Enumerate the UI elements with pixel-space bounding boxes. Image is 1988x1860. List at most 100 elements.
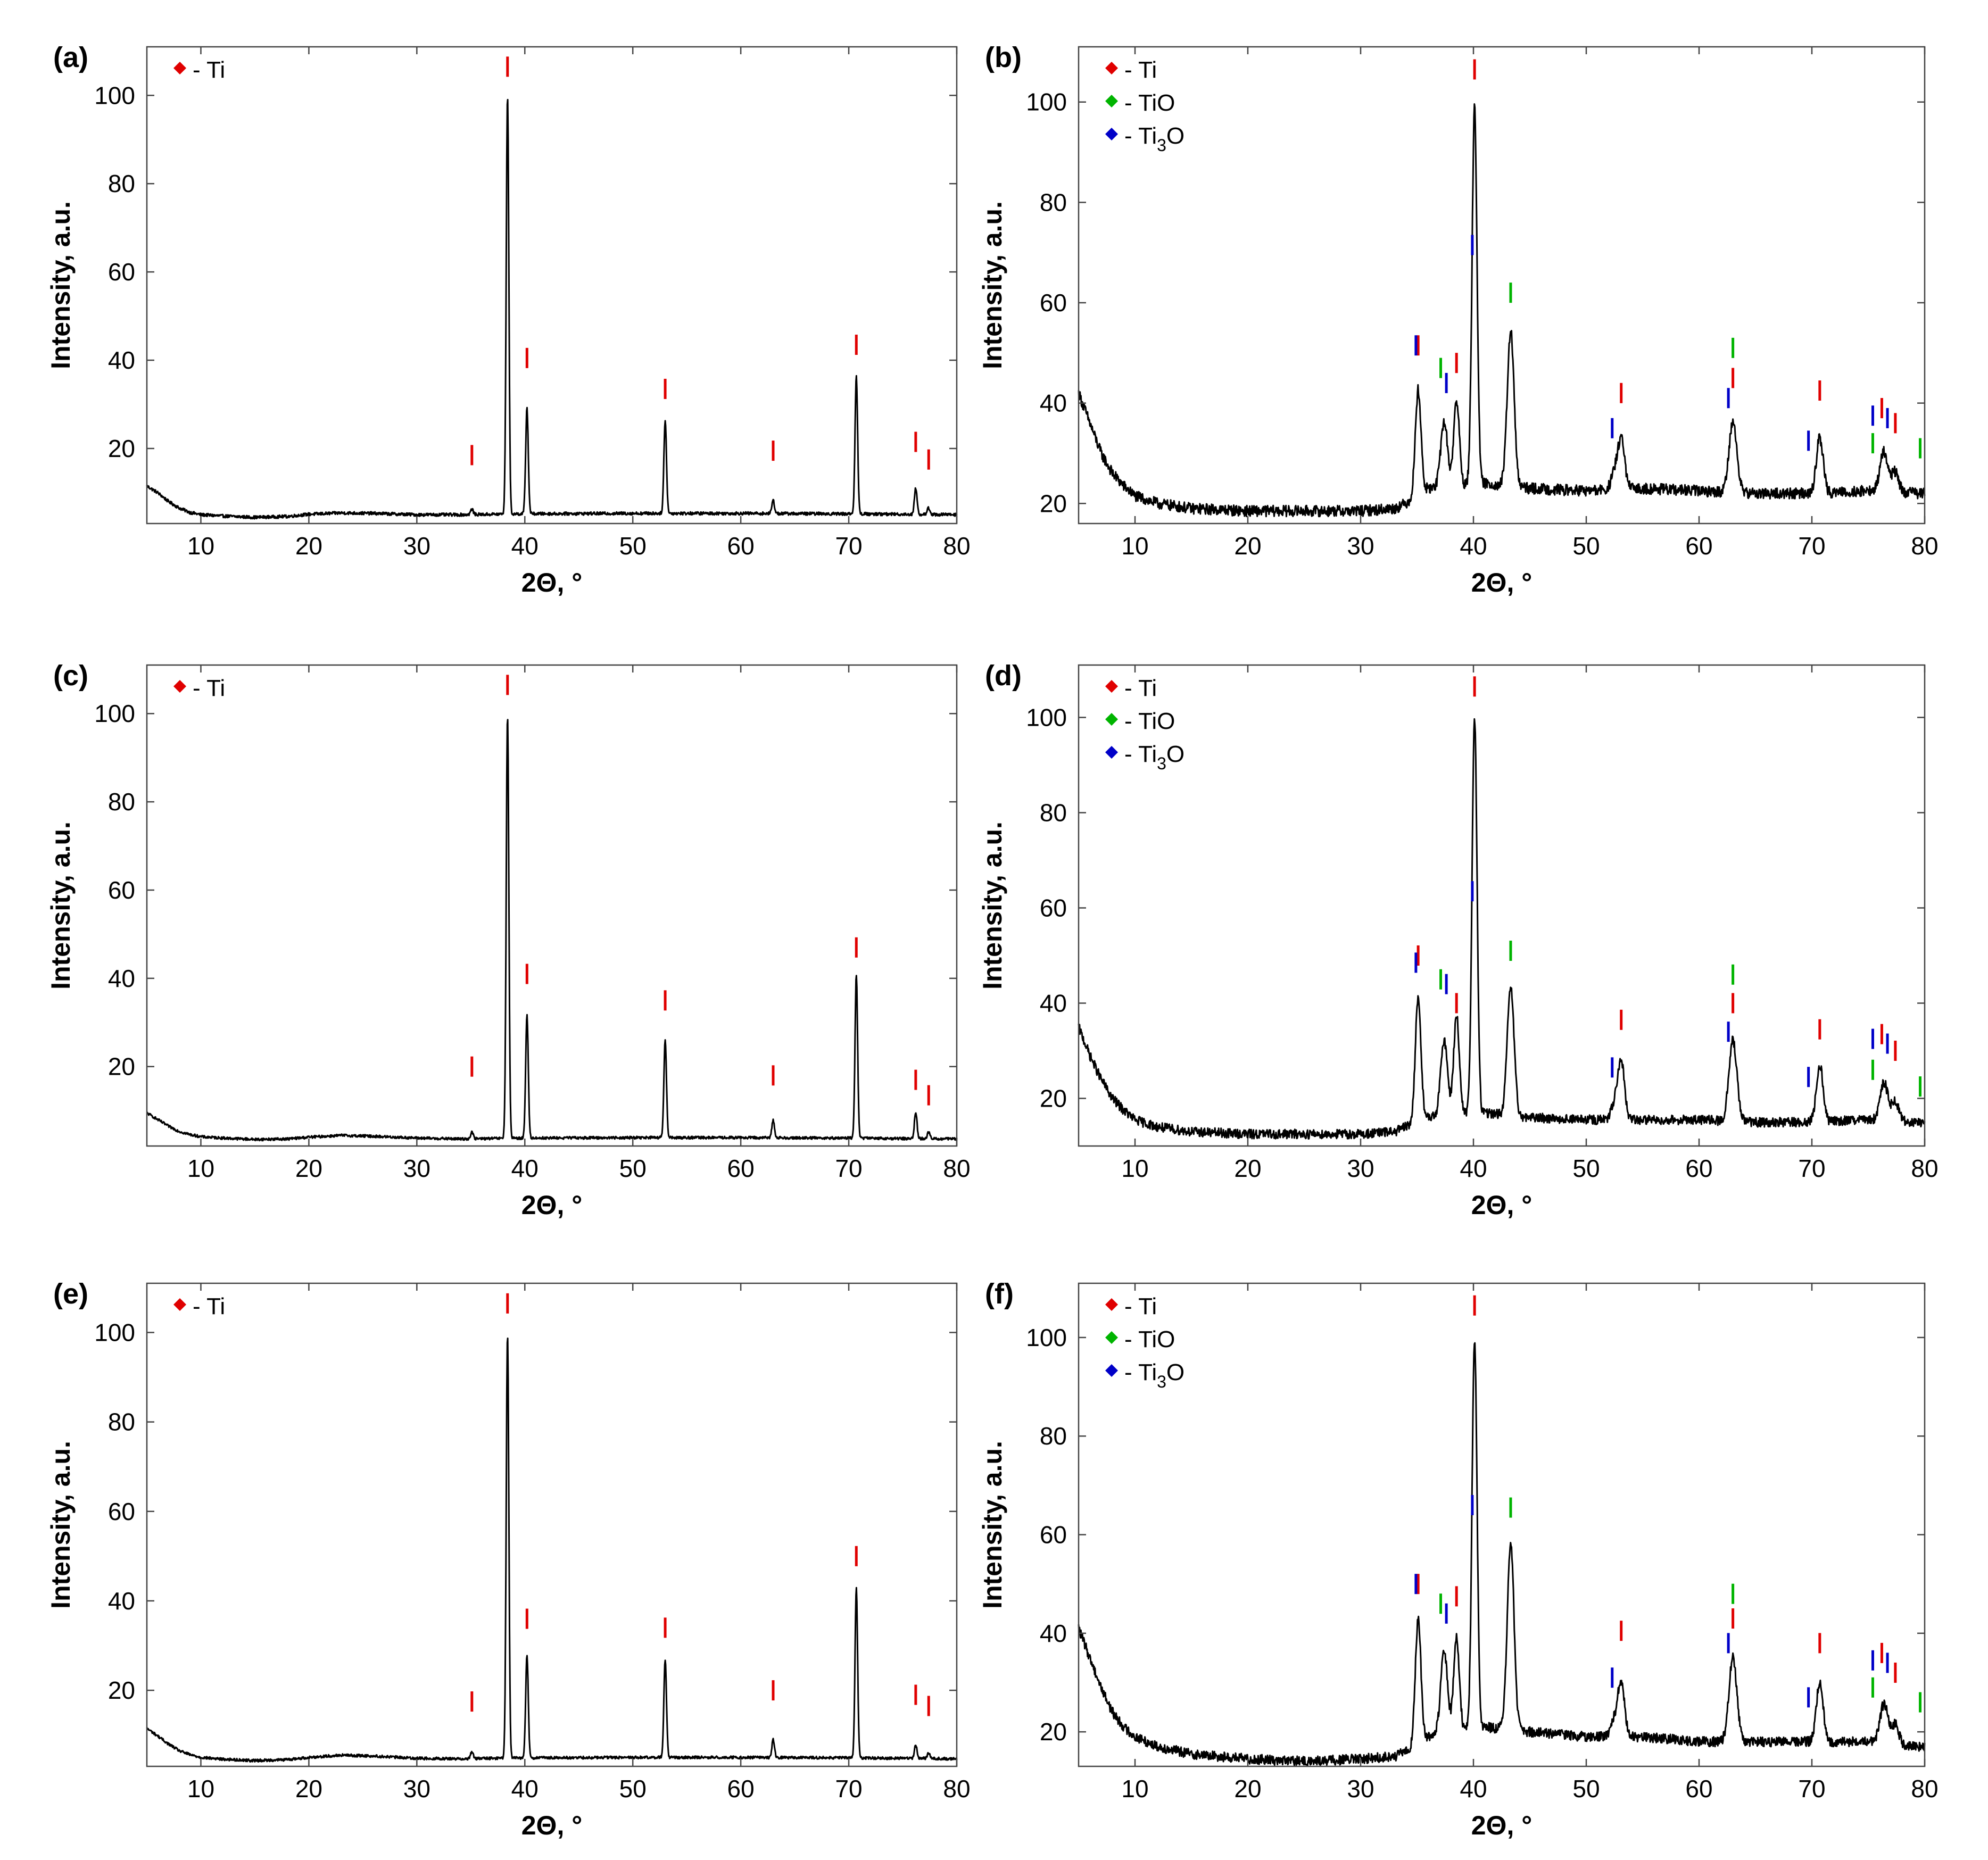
x-tick-label: 10 xyxy=(187,1155,214,1182)
panel-a: (a) 10 20 30 40 50 60 70 80 20 40 60 80 100 2Θ, ° Inten… xyxy=(46,41,971,597)
plot-frame xyxy=(1078,664,1926,1147)
y-axis-title: Intensity, a.u. xyxy=(46,821,76,990)
x-tick-label: 30 xyxy=(403,1775,430,1803)
x-tick-label: 50 xyxy=(1572,532,1600,560)
xrd-pattern-line xyxy=(1078,718,1926,1140)
plot-frame xyxy=(146,1282,958,1767)
legend-label: - TiO xyxy=(1124,1326,1175,1352)
legend-item-ti3o: - Ti3O xyxy=(1105,741,1184,773)
xrd-pattern-line xyxy=(146,98,958,520)
x-tick-label: 50 xyxy=(619,1155,647,1182)
y-tick-label: 100 xyxy=(94,700,135,727)
y-tick-label: 80 xyxy=(108,788,135,816)
x-tick-label: 80 xyxy=(943,1155,970,1182)
legend-diamond-icon xyxy=(1105,1298,1118,1311)
y-tick-label: 100 xyxy=(1026,88,1067,116)
x-tick-label: 40 xyxy=(511,1155,539,1182)
x-tick-label: 20 xyxy=(1234,532,1261,560)
x-axis-title: 2Θ, ° xyxy=(521,1190,582,1220)
x-tick-label: 50 xyxy=(1572,1775,1600,1803)
legend-diamond-icon xyxy=(173,1298,186,1311)
y-axis-title: Intensity, a.u. xyxy=(46,201,76,369)
x-tick-label: 60 xyxy=(727,1775,755,1803)
y-tick-label: 60 xyxy=(108,258,135,286)
x-tick-label: 80 xyxy=(1911,532,1938,560)
legend-label: - Ti xyxy=(193,1293,225,1319)
legend-item-ti: - Ti xyxy=(1105,1293,1157,1319)
panel-f: (f) 10 20 30 40 50 60 70 80 20 40 60 80 100 2Θ, ° Inten… xyxy=(978,1278,1939,1840)
y-tick-label: 60 xyxy=(1040,894,1067,921)
legend-item-ti: - Ti xyxy=(173,1293,225,1319)
x-tick-label: 20 xyxy=(295,1775,322,1803)
y-tick-label: 20 xyxy=(108,435,135,462)
x-tick-label: 70 xyxy=(835,532,862,560)
legend-diamond-icon xyxy=(1105,746,1118,759)
y-tick-label: 80 xyxy=(108,170,135,197)
x-tick-label: 80 xyxy=(1911,1775,1938,1803)
panel-label: (f) xyxy=(985,1278,1014,1310)
y-tick-label: 80 xyxy=(1040,799,1067,826)
x-tick-label: 60 xyxy=(1685,1155,1712,1182)
y-tick-label: 80 xyxy=(1040,188,1067,216)
y-tick-label: 60 xyxy=(108,1498,135,1525)
x-axis-title: 2Θ, ° xyxy=(1471,1190,1532,1220)
legend-label: - TiO xyxy=(1124,708,1175,734)
y-tick-label: 100 xyxy=(1026,1324,1067,1351)
panel-b: (b) 10 20 30 40 50 60 70 80 20 40 60 80 100 2Θ, ° Inten… xyxy=(978,41,1939,597)
x-tick-label: 10 xyxy=(187,532,214,560)
panel-label: (c) xyxy=(53,660,88,692)
xrd-pattern-line xyxy=(1078,1342,1926,1766)
y-tick-label: 40 xyxy=(108,346,135,374)
y-tick-label: 20 xyxy=(108,1676,135,1704)
x-tick-label: 20 xyxy=(1234,1155,1261,1182)
x-tick-label: 70 xyxy=(835,1775,862,1803)
x-tick-label: 10 xyxy=(1121,1155,1148,1182)
panel-label: (e) xyxy=(53,1278,88,1310)
legend-label: - TiO xyxy=(1124,90,1175,116)
x-tick-label: 30 xyxy=(403,532,430,560)
y-axis-title: Intensity, a.u. xyxy=(978,821,1007,990)
x-tick-label: 50 xyxy=(1572,1155,1600,1182)
legend-label: - Ti xyxy=(1124,57,1157,83)
x-tick-label: 70 xyxy=(835,1155,862,1182)
legend-diamond-icon xyxy=(1105,1364,1118,1377)
x-tick-label: 80 xyxy=(943,532,970,560)
y-tick-label: 20 xyxy=(1040,1084,1067,1112)
x-tick-label: 40 xyxy=(511,1775,539,1803)
panel-d: (d) 10 20 30 40 50 60 70 80 20 40 60 80 100 2Θ, ° Inten… xyxy=(978,660,1939,1220)
y-tick-label: 20 xyxy=(108,1053,135,1081)
x-tick-label: 10 xyxy=(1121,1775,1148,1803)
x-tick-label: 30 xyxy=(1347,532,1374,560)
legend-diamond-icon xyxy=(1105,680,1118,693)
y-tick-label: 40 xyxy=(108,965,135,992)
panel-label: (d) xyxy=(985,660,1022,692)
legend-diamond-icon xyxy=(1105,713,1118,726)
x-tick-label: 40 xyxy=(1460,1155,1487,1182)
x-axis-title: 2Θ, ° xyxy=(1471,1811,1532,1840)
x-tick-label: 20 xyxy=(1234,1775,1261,1803)
x-tick-label: 20 xyxy=(295,532,322,560)
y-tick-label: 80 xyxy=(1040,1422,1067,1450)
y-axis-title: Intensity, a.u. xyxy=(978,1441,1007,1609)
y-tick-label: 100 xyxy=(94,1318,135,1346)
legend-label: - Ti3O xyxy=(1124,123,1184,155)
x-tick-label: 30 xyxy=(1347,1155,1374,1182)
y-tick-label: 40 xyxy=(108,1587,135,1615)
y-axis-title: Intensity, a.u. xyxy=(978,201,1007,369)
y-tick-label: 40 xyxy=(1040,989,1067,1017)
y-tick-label: 60 xyxy=(1040,1521,1067,1549)
x-tick-label: 10 xyxy=(1121,532,1148,560)
y-axis-title: Intensity, a.u. xyxy=(46,1441,76,1609)
panel-e: (e) 10 20 30 40 50 60 70 80 20 40 60 80 100 2Θ, ° Inten… xyxy=(46,1278,971,1840)
xrd-pattern-line xyxy=(1078,103,1926,518)
legend-label: - Ti3O xyxy=(1124,741,1184,773)
x-tick-label: 80 xyxy=(943,1775,970,1803)
legend-diamond-icon xyxy=(1105,95,1118,107)
legend-label: - Ti xyxy=(1124,1293,1157,1319)
plot-frame xyxy=(1078,46,1926,525)
x-tick-label: 30 xyxy=(1347,1775,1374,1803)
y-tick-label: 60 xyxy=(108,876,135,904)
y-tick-label: 20 xyxy=(1040,1718,1067,1746)
y-tick-label: 60 xyxy=(1040,289,1067,317)
